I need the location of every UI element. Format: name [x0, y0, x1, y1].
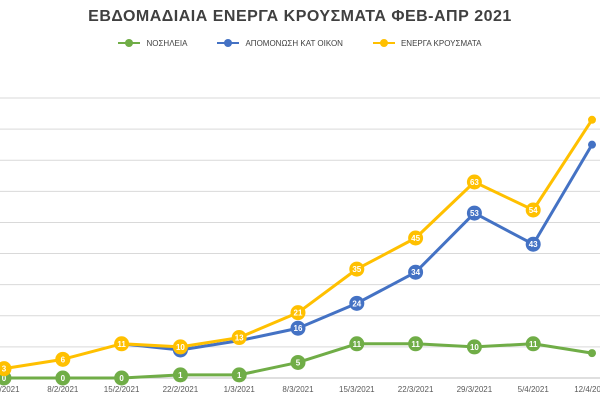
data-point — [349, 295, 365, 311]
data-point — [349, 336, 365, 352]
data-label: 24 — [352, 299, 361, 308]
legend-label: ΑΠΟΜΟΝΩΣΗ ΚΑΤ ΟΙΚΟΝ — [245, 38, 343, 48]
data-point — [0, 361, 12, 377]
data-point — [588, 115, 596, 124]
x-tick-label: 1/3/2021 — [224, 385, 256, 394]
x-tick-label: 12/4/2021 — [574, 385, 600, 394]
legend-swatch — [217, 38, 240, 48]
data-label: 0 — [2, 374, 7, 383]
data-label: 10 — [470, 343, 479, 352]
data-label: 11 — [353, 340, 362, 349]
x-tick-label: 8/3/2021 — [282, 385, 314, 394]
data-point — [349, 261, 365, 277]
data-point — [290, 320, 306, 336]
data-label: 3 — [2, 365, 7, 374]
x-tick-label: 22/2/2021 — [163, 385, 199, 394]
data-label: 0 — [119, 374, 124, 383]
x-tick-label: 5/4/2021 — [518, 385, 550, 394]
data-point — [588, 349, 596, 358]
data-point — [172, 367, 188, 383]
gridlines — [0, 97, 600, 379]
data-label: 53 — [470, 209, 479, 218]
data-point — [114, 370, 130, 386]
data-point — [114, 336, 130, 352]
data-point — [466, 174, 482, 190]
data-label: 11 — [411, 340, 420, 349]
data-point — [525, 236, 541, 252]
data-point — [231, 367, 247, 383]
legend-swatch — [118, 38, 141, 48]
data-point — [290, 305, 306, 321]
data-label: 54 — [529, 206, 538, 215]
data-point — [588, 140, 596, 149]
data-label: 1 — [237, 371, 242, 380]
series-line — [121, 143, 594, 352]
data-label: 16 — [294, 324, 303, 333]
chart-title: ΕΒΔΟΜΑΔΙΑΙΑ ΕΝΕΡΓΑ ΚΡΟΥΣΜΑΤΑ ΦΕΒ-ΑΠΡ 202… — [88, 8, 512, 25]
legend-label: ΕΝΕΡΓΑ ΚΡΟΥΣΜΑΤΑ — [400, 38, 482, 48]
data-point — [525, 336, 541, 352]
data-point — [466, 339, 482, 355]
x-tick-label: 15/3/2021 — [339, 385, 375, 394]
x-axis: 1/2/2021 8/2/2021 15/2/2021 22/2/2021 1/3/20… — [0, 385, 600, 394]
data-label: 63 — [470, 178, 479, 187]
legend-item: ΝΟΣΗΛΕΙΑ — [118, 38, 187, 48]
x-tick-label: 15/2/2021 — [104, 385, 140, 394]
legend: ΝΟΣΗΛΕΙΑ ΑΠΟΜΟΝΩΣΗ ΚΑΤ ΟΙΚΟΝ ΕΝΕΡΓΑ ΚΡΟΥΣΜ… — [0, 38, 600, 48]
data-label: 34 — [411, 268, 420, 277]
data-label: 6 — [61, 355, 66, 364]
data-label: 35 — [352, 265, 361, 274]
data-label: 43 — [529, 240, 538, 249]
legend-item: ΑΠΟΜΟΝΩΣΗ ΚΑΤ ΟΙΚΟΝ — [217, 38, 343, 48]
x-tick-label: 8/2/2021 — [47, 385, 79, 394]
series-1: 91624345343 — [117, 140, 596, 358]
x-tick-label: 29/3/2021 — [457, 385, 493, 394]
data-point — [408, 264, 424, 280]
x-tick-label: 22/3/2021 — [398, 385, 434, 394]
data-point — [290, 354, 306, 370]
data-point — [408, 336, 424, 352]
data-label: 5 — [296, 358, 301, 367]
data-label: 10 — [176, 343, 185, 352]
x-tick-label: 1/2/2021 — [0, 385, 20, 394]
data-point — [466, 205, 482, 221]
data-label: 11 — [529, 340, 538, 349]
data-point — [231, 330, 247, 346]
data-label: 0 — [61, 374, 66, 383]
data-label: 11 — [117, 340, 126, 349]
data-point — [55, 351, 71, 367]
data-point — [408, 230, 424, 246]
data-label: 45 — [411, 234, 420, 243]
data-label: 13 — [235, 334, 244, 343]
legend-label: ΝΟΣΗΛΕΙΑ — [146, 38, 188, 48]
data-point — [172, 339, 188, 355]
legend-item: ΕΝΕΡΓΑ ΚΡΟΥΣΜΑΤΑ — [372, 38, 482, 48]
data-label: 1 — [178, 371, 183, 380]
legend-swatch — [372, 38, 395, 48]
data-label: 21 — [294, 309, 303, 318]
data-point — [525, 202, 541, 218]
data-point — [55, 370, 71, 386]
